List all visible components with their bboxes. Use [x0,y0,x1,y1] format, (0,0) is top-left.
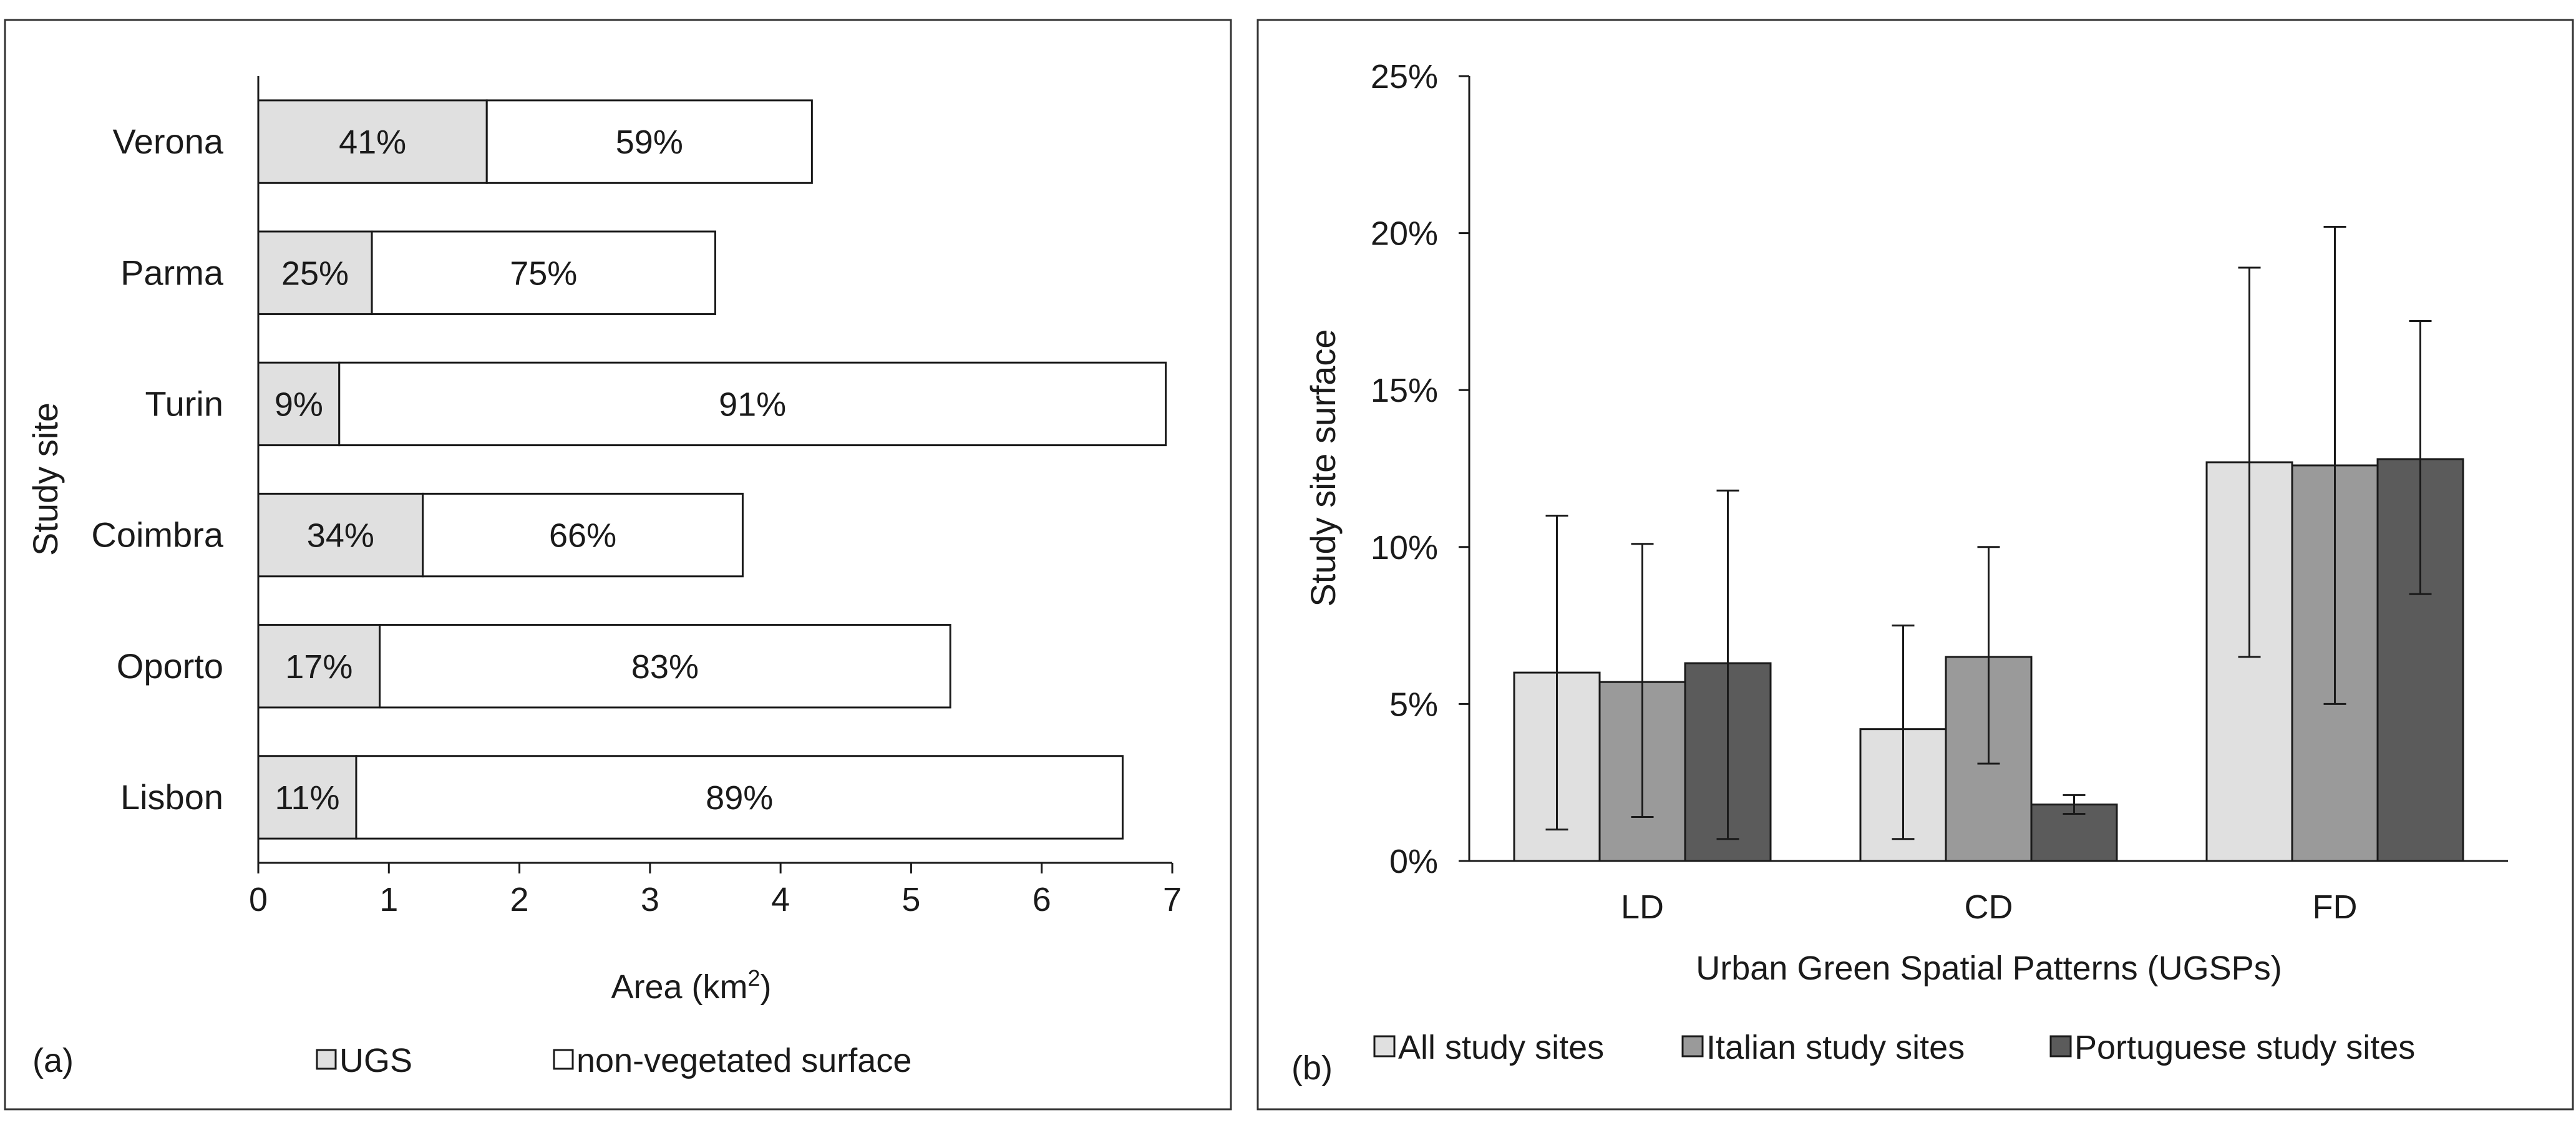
x-tick-label-5: 5 [902,881,920,918]
legend-swatch-all-study-sites [1373,1035,1396,1058]
panel-b-legend: All study sites Italian study sites Portug… [1373,1029,2415,1066]
bar-label-verona-non-vegetated-surface: 59% [616,124,683,161]
panel-a-x-ticks: 0 1 2 3 4 5 6 7 [249,863,1182,918]
panel-a-legend: UGS non-vegetated surface [316,1042,911,1079]
category-label-lisbon: Lisbon [120,777,223,817]
panel-b-y-axis-title: Study site surface [1303,329,1343,606]
bar-parma-non-vegetated-surface [371,230,716,315]
category-label-fd: FD [2313,888,2358,926]
bar-lisbon-non-vegetated-surface [355,755,1124,840]
y-tick-label-0: 0% [1389,843,1438,880]
legend-swatch-non-vegetated-surface [553,1049,574,1070]
y-tick-label-15: 15% [1371,372,1438,409]
bar-parma-ugs [257,230,373,315]
bar-lisbon-ugs [257,755,357,840]
bar-verona-ugs [257,99,488,184]
bar-label-verona-ugs: 41% [339,124,406,161]
legend-label-ugs: UGS [339,1042,412,1079]
bar-label-parma-non-vegetated-surface: 75% [510,255,577,292]
bar-label-oporto-non-vegetated-surface: 83% [631,648,699,686]
legend-label-non-vegetated-surface: non-vegetated surface [576,1042,911,1079]
category-label-turin: Turin [145,384,223,423]
panel-a-x-axis-title: Area (km2) [611,965,771,1006]
category-label-cd: CD [1965,888,2013,926]
bar-label-turin-ugs: 9% [275,386,323,423]
x-tick-label-2: 2 [510,881,529,918]
bar-label-coimbra-ugs: 34% [307,517,374,555]
panel-a-chart: 41% 59% 25% 75% 9% 91% 34% 66% 17% 83% 11% 89% Vero… [26,76,1182,1079]
category-label-ld: LD [1621,888,1664,926]
bar-label-lisbon-ugs: 11% [275,779,339,817]
legend-label-portuguese-study-sites: Portuguese study sites [2074,1029,2415,1066]
legend-swatch-ugs [316,1049,337,1070]
bar-coimbra-non-vegetated-surface [422,492,744,578]
bar-verona-non-vegetated-surface [485,99,813,184]
category-label-parma: Parma [120,253,224,292]
bar-label-turin-non-vegetated-surface: 91% [719,386,786,423]
x-tick-label-6: 6 [1033,881,1051,918]
panel-a-bar-labels: 41% 59% 25% 75% 9% 91% 34% 66% 17% 83% 11% 89% [275,124,786,817]
panel-a-y-axis-title: Study site [26,402,65,556]
category-label-oporto: Oporto [117,646,223,686]
bar-label-oporto-ugs: 17% [285,648,352,686]
category-label-verona: Verona [113,122,224,161]
bar-turin-ugs [257,361,341,447]
bar-turin-non-vegetated-surface [338,361,1167,447]
legend-label-italian-study-sites: Italian study sites [1706,1029,1965,1066]
panel-b-label: (b) [1291,1049,1333,1087]
y-tick-label-20: 20% [1371,215,1438,253]
x-tick-label-4: 4 [771,881,790,918]
panel-b-y-ticks: 0% 5% 10% 15% 20% 25% [1371,58,1469,880]
category-label-coimbra: Coimbra [91,515,223,555]
y-tick-label-25: 25% [1371,58,1438,95]
bar-label-lisbon-non-vegetated-surface: 89% [706,779,773,817]
bar-oporto-non-vegetated-surface [379,624,951,709]
y-tick-label-5: 5% [1389,686,1438,723]
legend-label-all-study-sites: All study sites [1398,1029,1604,1066]
panel-a-label: (a) [32,1042,74,1079]
bar-label-coimbra-non-vegetated-surface: 66% [549,517,616,555]
panel-b-category-labels: LD CD FD [1621,888,2358,926]
panel-a-bars [257,99,1167,840]
bar-label-parma-ugs: 25% [281,255,349,292]
legend-swatch-portuguese-study-sites [2049,1035,2072,1058]
x-tick-label-3: 3 [641,881,659,918]
panel-b-x-axis-title: Urban Green Spatial Patterns (UGSPs) [1696,950,2282,987]
x-tick-label-7: 7 [1163,881,1182,918]
x-tick-label-1: 1 [379,881,398,918]
panel-a-category-labels: Verona Parma Turin Coimbra Oporto Lisbon [91,122,223,817]
panel-b-error-bars [1545,226,2432,840]
panel-b-chart: 0% 5% 10% 15% 20% 25% LD CD FD Urban Green Spat… [1291,58,2508,1087]
legend-swatch-italian-study-sites [1681,1035,1704,1058]
x-tick-label-0: 0 [249,881,268,918]
y-tick-label-10: 10% [1371,529,1438,566]
